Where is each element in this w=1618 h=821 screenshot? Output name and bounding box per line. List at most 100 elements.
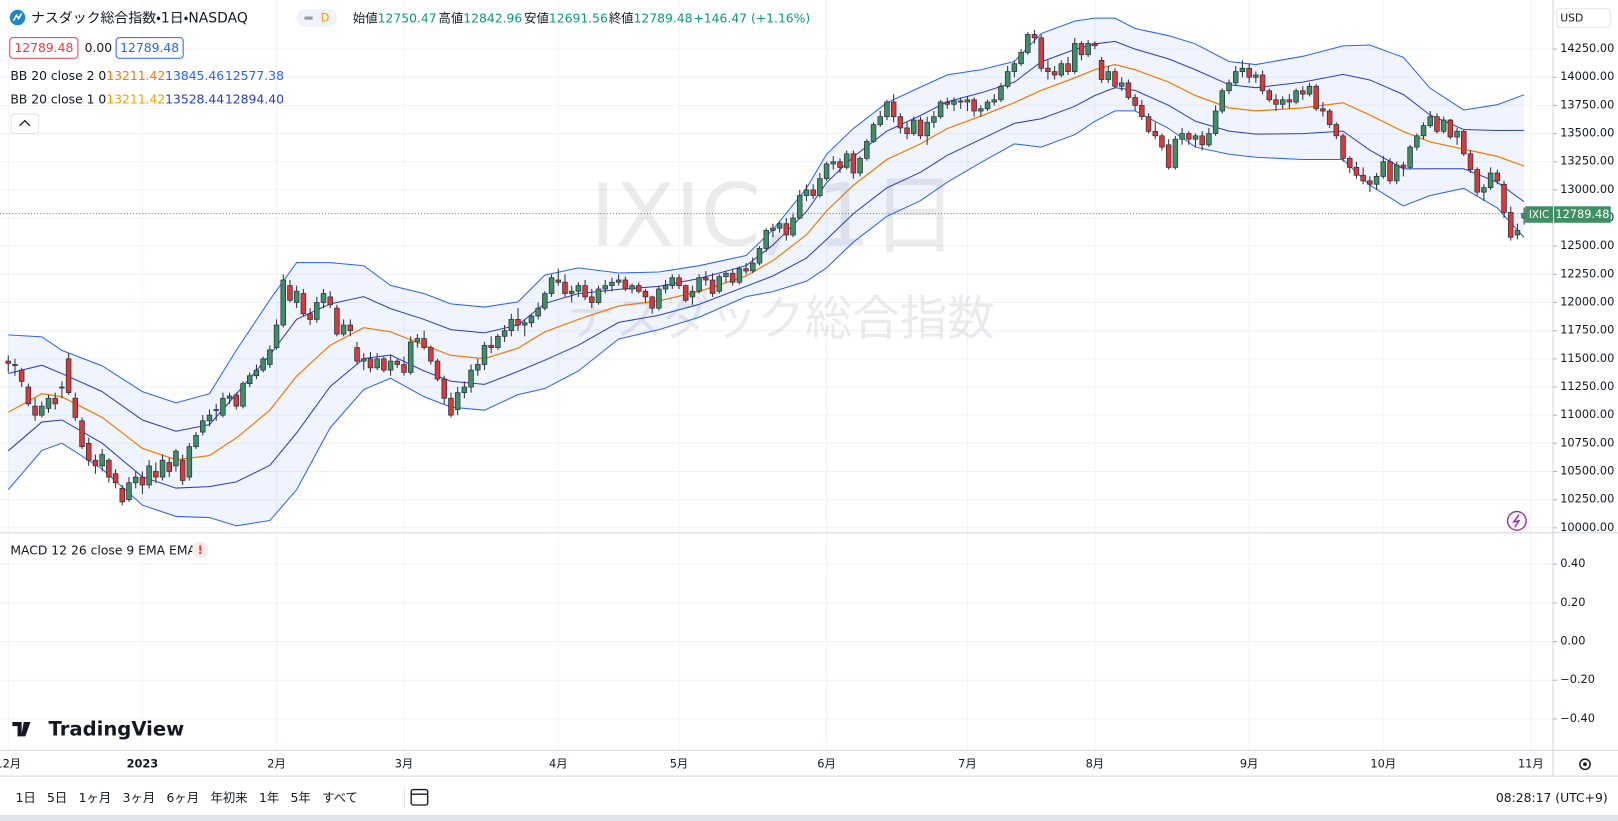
candle-body xyxy=(951,100,957,105)
candle-body xyxy=(911,119,917,134)
candle-body xyxy=(1373,176,1380,185)
price-tag-price: 12789.48 xyxy=(1555,207,1609,221)
plot-area xyxy=(0,17,1553,527)
candle-body xyxy=(1347,157,1353,168)
candle-body xyxy=(220,397,226,416)
candle-body xyxy=(743,268,749,272)
candle-body xyxy=(1058,63,1065,76)
range-button[interactable]: 5年 xyxy=(291,791,311,805)
error-icon[interactable] xyxy=(191,541,209,558)
candle-body xyxy=(246,375,253,384)
candle-body xyxy=(1199,135,1205,146)
candle-body xyxy=(1380,161,1387,177)
y-tick-label: 11500.00 xyxy=(1560,351,1614,365)
candle-body xyxy=(656,288,662,309)
candle-body xyxy=(300,293,307,315)
indicator-value: 13528.44 xyxy=(165,93,224,107)
candle-body xyxy=(629,285,635,290)
candle-body xyxy=(481,344,488,365)
collapse-button[interactable] xyxy=(10,113,40,135)
candle-body xyxy=(1125,82,1132,98)
spread: 0.00 xyxy=(85,41,113,55)
candle-body xyxy=(770,227,776,231)
candle-body xyxy=(475,364,481,371)
range-button[interactable]: すべて xyxy=(322,791,358,805)
macd-label: MACD 12 26 close 9 EMA EMA xyxy=(10,543,196,557)
candle-body xyxy=(441,378,447,399)
candle-body xyxy=(897,116,904,129)
candle-body xyxy=(756,248,763,264)
candle-body xyxy=(1051,71,1058,76)
candle-body xyxy=(347,324,354,332)
indicator-value: 13845.46 xyxy=(165,69,224,83)
candle-body xyxy=(521,322,528,326)
candle-body xyxy=(783,223,790,236)
candle-body xyxy=(381,358,387,371)
axes: 10000.00 10250.00 10500.00 10750.00 11000.00… xyxy=(0,0,1618,777)
clock[interactable]: 08:28:17 (UTC+9) xyxy=(1496,791,1608,805)
y-tick-label: 13250.00 xyxy=(1560,154,1614,168)
range-button[interactable]: 6ヶ月 xyxy=(167,791,200,805)
candle-body xyxy=(1186,133,1192,140)
logo-dot xyxy=(24,721,29,727)
candle-body xyxy=(401,364,407,373)
candle-body xyxy=(1078,43,1085,56)
candle-body xyxy=(99,454,105,467)
candle-body xyxy=(260,358,266,371)
candle-body xyxy=(233,394,240,407)
candle-body xyxy=(1172,138,1179,168)
header: ナスダック総合指数・1日・NASDAQ D 始値12750.47 高値12842… xyxy=(9,9,810,135)
candle-body xyxy=(1018,52,1024,65)
candle-body xyxy=(669,277,676,286)
candle-body xyxy=(582,285,588,298)
candle-body xyxy=(186,446,193,478)
interval-pill[interactable] xyxy=(296,9,338,27)
range-button[interactable]: 1日 xyxy=(15,791,35,805)
candle-body xyxy=(978,108,984,112)
candle-body xyxy=(193,435,199,448)
candle-body xyxy=(1239,67,1246,72)
price-tag-symbol-box xyxy=(1525,206,1553,223)
gear[interactable] xyxy=(1579,758,1591,771)
bid-box[interactable] xyxy=(9,37,79,59)
settings-icon[interactable] xyxy=(1579,758,1591,771)
x-tick-label: 6月 xyxy=(817,756,836,770)
candle-body xyxy=(1065,63,1071,72)
calendar-icon[interactable] xyxy=(410,788,429,806)
candle-body xyxy=(964,99,971,103)
range-button[interactable]: 5日 xyxy=(47,791,67,805)
candle-body xyxy=(870,124,877,142)
range-button[interactable]: 1ヶ月 xyxy=(79,791,112,805)
candle-body xyxy=(240,383,246,407)
candle-body xyxy=(32,405,38,416)
ask-box[interactable] xyxy=(115,37,184,59)
candle-body xyxy=(1494,172,1501,182)
candle-body xyxy=(126,482,132,500)
candle-body xyxy=(200,420,206,433)
candle-body xyxy=(293,290,300,303)
x-tick-label: 12月 xyxy=(0,756,21,770)
ohlc-value: 12750.47 xyxy=(378,11,437,25)
candle-body xyxy=(1011,63,1018,72)
candle-body xyxy=(334,307,340,335)
candle-body xyxy=(173,450,179,467)
x-tick-label: 3月 xyxy=(395,756,414,770)
currency-button[interactable] xyxy=(1556,8,1611,28)
range-button[interactable]: 3ヶ月 xyxy=(123,791,156,805)
candle-body xyxy=(857,157,863,174)
ohlc-value: 12789.48 xyxy=(634,11,693,25)
candle-body xyxy=(1132,97,1138,106)
y-tick-label: 14250.00 xyxy=(1560,41,1614,55)
ohlc-label: 終値 xyxy=(609,10,634,25)
candle-body xyxy=(267,349,273,365)
candle-body xyxy=(119,488,126,503)
candle-body xyxy=(1300,90,1306,95)
candle-body xyxy=(810,189,816,196)
alert-icon-glyph xyxy=(1512,514,1521,528)
indicator-label: BB 20 close 2 0 xyxy=(10,69,106,83)
candle-body xyxy=(931,116,937,123)
candle-body xyxy=(12,364,18,366)
range-button[interactable]: 年初来 xyxy=(211,791,248,805)
bid-price: 12789.48 xyxy=(14,41,73,55)
range-button[interactable]: 1年 xyxy=(259,791,279,805)
